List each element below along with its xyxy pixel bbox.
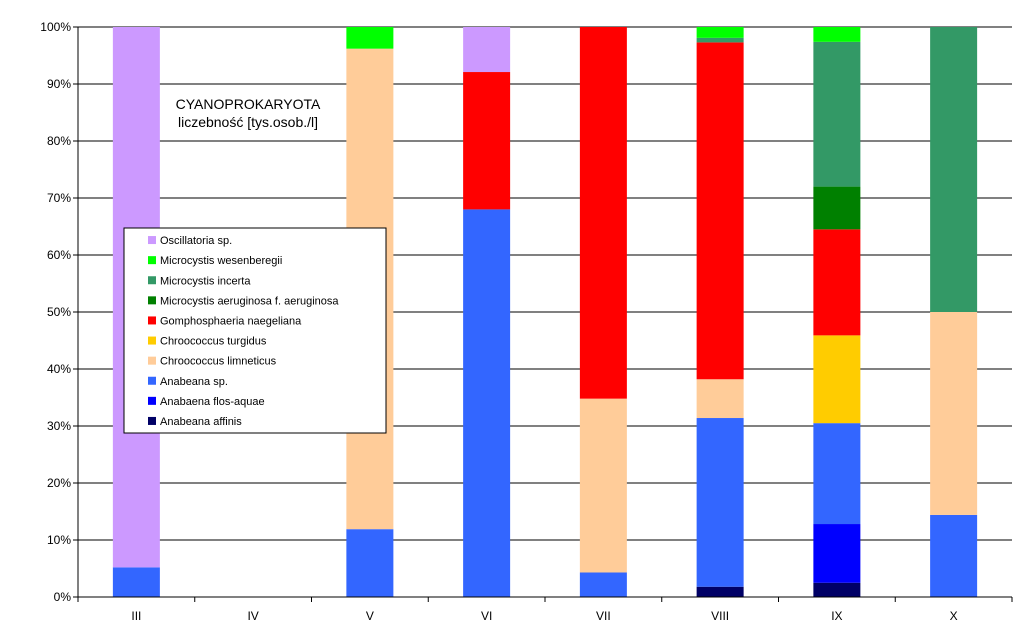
bar-segment xyxy=(696,379,744,419)
legend-label: Microcystis wesenberegii xyxy=(160,255,282,267)
x-tick-label: IV xyxy=(247,609,258,623)
legend-label: Microcystis aeruginosa f. aeruginosa xyxy=(160,295,339,307)
bar-segment xyxy=(463,72,511,210)
legend-label: Gomphosphaeria naegeliana xyxy=(160,315,302,327)
x-tick-label: X xyxy=(950,609,958,623)
y-tick-label: 80% xyxy=(47,134,71,148)
bar-segment xyxy=(696,418,744,587)
x-tick-label: IX xyxy=(831,609,842,623)
bar-segment xyxy=(579,27,627,399)
bar-segment xyxy=(696,27,744,38)
x-tick-label: VII xyxy=(596,609,611,623)
legend-label: Anabaena flos-aquae xyxy=(160,396,265,408)
legend-label: Anabeana affinis xyxy=(160,416,242,428)
y-tick-label: 10% xyxy=(47,533,71,547)
bar-segment xyxy=(346,529,394,597)
y-tick-label: 20% xyxy=(47,476,71,490)
legend-label: Microcystis incerta xyxy=(160,275,251,287)
legend-swatch xyxy=(148,316,156,325)
bar-segment xyxy=(930,27,978,312)
bar-segment xyxy=(579,398,627,573)
bar-segment xyxy=(112,567,160,597)
y-axis-ticks: 0% 10% 20% 30% 40% 50% 60% 70% 80% 90% 100% xyxy=(40,20,78,604)
legend-swatch xyxy=(148,276,156,285)
legend-swatch xyxy=(148,416,156,425)
legend-label: Oscillatoria sp. xyxy=(160,235,232,247)
legend: Oscillatoria sp. Microcystis wesenberegii… xyxy=(123,227,387,434)
bar-segment xyxy=(813,582,861,597)
bar-segment xyxy=(813,41,861,187)
bars xyxy=(112,27,978,597)
bar-segment xyxy=(813,423,861,525)
bar-segment xyxy=(930,514,978,597)
chart-subtitle: liczebność [tys.osob./l] xyxy=(178,114,318,130)
legend-box xyxy=(123,227,387,434)
legend-swatch xyxy=(148,256,156,265)
x-axis-ticks: III IV V VI VII VIII IX X xyxy=(77,597,1013,623)
x-tick-label: VIII xyxy=(711,609,729,623)
bar-segment xyxy=(930,312,978,515)
legend-swatch xyxy=(148,236,156,245)
legend-label: Chroococcus limneticus xyxy=(160,356,277,368)
bar-segment xyxy=(696,42,744,380)
bar-segment xyxy=(813,229,861,336)
bar-segment xyxy=(696,37,744,43)
x-tick-label: VI xyxy=(481,609,492,623)
legend-swatch xyxy=(148,336,156,345)
legend-swatch xyxy=(148,396,156,405)
y-tick-label: 70% xyxy=(47,191,71,205)
chart-title: CYANOPROKARYOTA xyxy=(176,96,321,112)
bar-segment xyxy=(813,335,861,424)
bar-segment xyxy=(813,524,861,583)
bar-segment xyxy=(463,209,511,597)
x-tick-label: V xyxy=(366,609,374,623)
legend-label: Anabeana sp. xyxy=(160,376,228,388)
legend-swatch xyxy=(148,356,156,365)
legend-swatch xyxy=(148,376,156,385)
bar-segment xyxy=(813,27,861,42)
y-tick-label: 90% xyxy=(47,77,71,91)
bar-segment xyxy=(346,27,394,49)
y-tick-label: 50% xyxy=(47,305,71,319)
y-tick-label: 30% xyxy=(47,419,71,433)
x-tick-label: III xyxy=(131,609,141,623)
bar-segment xyxy=(463,27,511,73)
bar-segment xyxy=(813,186,861,230)
y-tick-label: 100% xyxy=(40,20,71,34)
y-tick-label: 40% xyxy=(47,362,71,376)
y-tick-label: 60% xyxy=(47,248,71,262)
bar-segment xyxy=(579,572,627,597)
bar-segment xyxy=(696,586,744,597)
y-tick-label: 0% xyxy=(54,590,72,604)
legend-swatch xyxy=(148,296,156,305)
legend-label: Chroococcus turgidus xyxy=(160,336,267,348)
